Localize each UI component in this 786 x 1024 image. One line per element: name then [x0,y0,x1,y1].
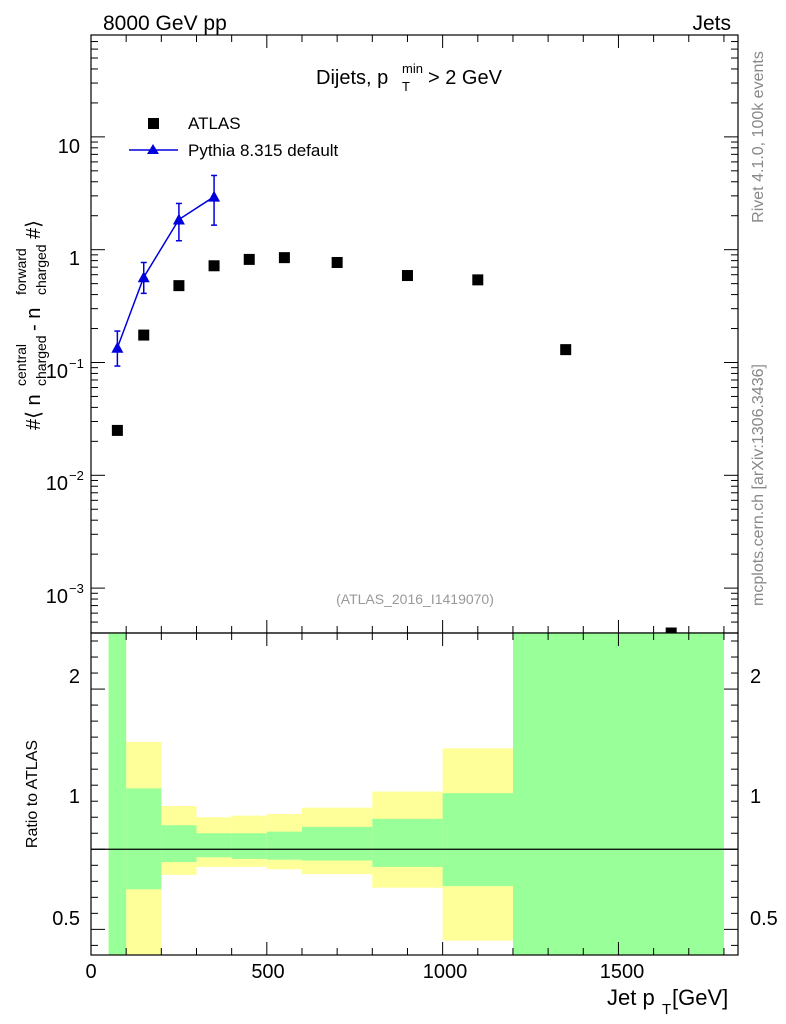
title-main: Dijets, p [316,67,388,89]
atlas-point-6 [331,256,343,268]
ratio-green-band-7 [372,818,443,867]
atlas-point-3 [208,260,220,272]
ratio-green-band-9 [512,633,724,955]
y-tick-exp-1e-1: −1 [69,356,84,371]
pythia-point-1 [137,271,150,283]
x-title-suffix: [GeV] [672,985,728,1010]
atlas-point-0 [111,424,123,436]
main-y-axis-title: #⟨ n central charged - n forward charged… [13,220,49,430]
ratio-y-tick-1: 1 [69,786,80,808]
rivet-version-label: Rivet 4.1.0, 100k events [750,51,767,223]
title-sup: min [402,61,423,76]
x-tick-label-500: 500 [251,961,284,983]
title-sub: T [402,79,410,94]
y-tick-label-1: 1 [69,248,80,270]
x-axis-title: Jet p T [GeV] [607,985,728,1018]
y-tick-label-1e-2: 10 [46,473,68,495]
ratio-panel-ticks [90,633,738,955]
ratio-green-band-0 [108,633,127,955]
ratio-y-tick-0.5: 0.5 [52,908,80,930]
ratio-y-tick-labels: 0.5 1 2 0.5 1 2 [52,666,778,930]
main-panel-ticks [90,34,738,634]
x-title-sub: T [662,1001,671,1018]
analysis-tag: (ATLAS_2016_I1419070) [336,591,494,607]
ratio-green-band-5 [266,831,302,860]
main-y-tick-labels: 10 1 10 −1 10 −2 10 −3 [46,136,84,608]
plot-title: Dijets, p min T > 2 GeV [316,61,503,94]
y-title-sub2: charged [33,244,49,295]
ratio-panel: 0.5 1 2 0.5 1 2 Ratio to ATLAS 0 500 100… [24,632,778,1018]
atlas-point-1 [138,329,150,341]
x-tick-label-1500: 1500 [600,961,645,983]
ratio-green-band-4 [231,833,267,859]
ratio-green-band-8 [442,793,513,887]
ratio-y-tick-0.5-right: 0.5 [750,908,778,930]
y-title-sup2: forward [13,248,29,295]
atlas-point-5 [278,252,290,264]
main-data-layer [111,174,677,639]
atlas-point-7 [401,270,413,282]
x-tick-labels: 0 500 1000 1500 [85,961,644,983]
ratio-y-tick-2-right: 2 [750,666,761,688]
y-title-mid: - n [23,308,45,331]
y-title-sup1: central [13,344,29,386]
ratio-green-band-3 [196,833,232,858]
header-right: Jets [692,12,731,35]
y-title-suffix: #⟩ [23,220,45,239]
legend-pythia-marker [147,144,159,154]
mcplots-label: mcplots.cern.ch [arXiv:1306.3436] [750,364,767,606]
y-tick-exp-1e-2: −2 [69,468,84,483]
x-title-main: Jet p [607,985,655,1010]
legend-pythia-label: Pythia 8.315 default [188,141,339,160]
ratio-y-tick-1-right: 1 [750,786,761,808]
atlas-point-8 [472,274,484,286]
ratio-y-tick-2: 2 [69,666,80,688]
main-panel: 10 1 10 −1 10 −2 10 −3 #⟨ n central char… [13,34,739,639]
pythia-line [116,196,215,349]
ratio-green-band-6 [301,826,373,861]
ratio-y-axis-title: Ratio to ATLAS [24,740,41,848]
pythia-point-0 [111,341,124,353]
pythia-point-3 [208,190,221,202]
x-tick-label-1000: 1000 [423,961,468,983]
y-title-prefix: #⟨ n [23,394,45,430]
legend: ATLAS Pythia 8.315 default [129,114,339,160]
ratio-frame-border [90,632,739,956]
ratio-green-band-1 [126,788,162,890]
legend-atlas-label: ATLAS [188,114,241,133]
y-tick-label-1e-1: 10 [46,361,68,383]
y-tick-label-10: 10 [58,136,80,158]
legend-atlas-marker [148,118,159,129]
y-title-sub1: charged [33,335,49,386]
ratio-bands [91,633,738,955]
atlas-point-4 [243,253,255,265]
pythia-point-2 [172,213,185,225]
header-left: 8000 GeV pp [103,12,227,35]
atlas-point-9 [560,344,572,356]
ratio-frame [90,632,739,956]
ratio-green-band-2 [161,825,197,863]
y-tick-label-1e-3: 10 [46,586,68,608]
atlas-point-2 [173,280,185,292]
title-suffix: > 2 GeV [428,67,503,89]
x-tick-label-0: 0 [85,961,96,983]
y-tick-exp-1e-3: −3 [69,581,84,596]
